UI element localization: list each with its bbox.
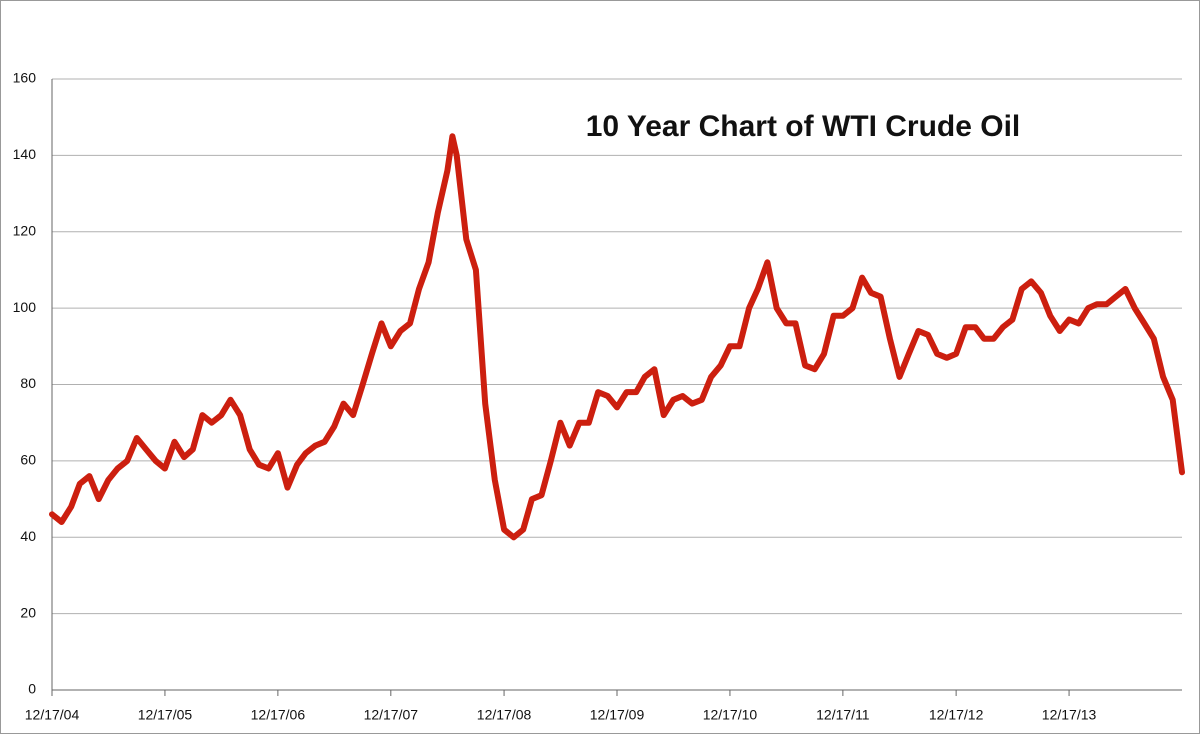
x-tick-label: 12/17/05 [138, 707, 193, 723]
y-tick-label: 160 [13, 70, 37, 86]
y-tick-label: 0 [28, 681, 36, 697]
y-tick-label: 40 [20, 528, 36, 544]
x-tick-label: 12/17/09 [590, 707, 645, 723]
y-tick-label: 140 [13, 146, 37, 162]
y-tick-label: 20 [20, 604, 36, 620]
y-tick-label: 120 [13, 222, 37, 238]
y-tick-label: 60 [20, 452, 36, 468]
x-tick-label: 12/17/08 [477, 707, 532, 723]
x-tick-label: 12/17/04 [25, 707, 80, 723]
x-tick-label: 12/17/06 [251, 707, 306, 723]
chart-title: 10 Year Chart of WTI Crude Oil [586, 110, 1021, 143]
x-tick-label: 12/17/10 [703, 707, 758, 723]
x-tick-label: 12/17/07 [364, 707, 419, 723]
x-tick-label: 12/17/13 [1042, 707, 1097, 723]
price-line [49, 133, 1185, 541]
y-tick-label: 100 [13, 299, 37, 315]
y-tick-label: 80 [20, 375, 36, 391]
x-tick-label: 12/17/12 [929, 707, 984, 723]
x-tick-label: 12/17/11 [816, 707, 870, 723]
